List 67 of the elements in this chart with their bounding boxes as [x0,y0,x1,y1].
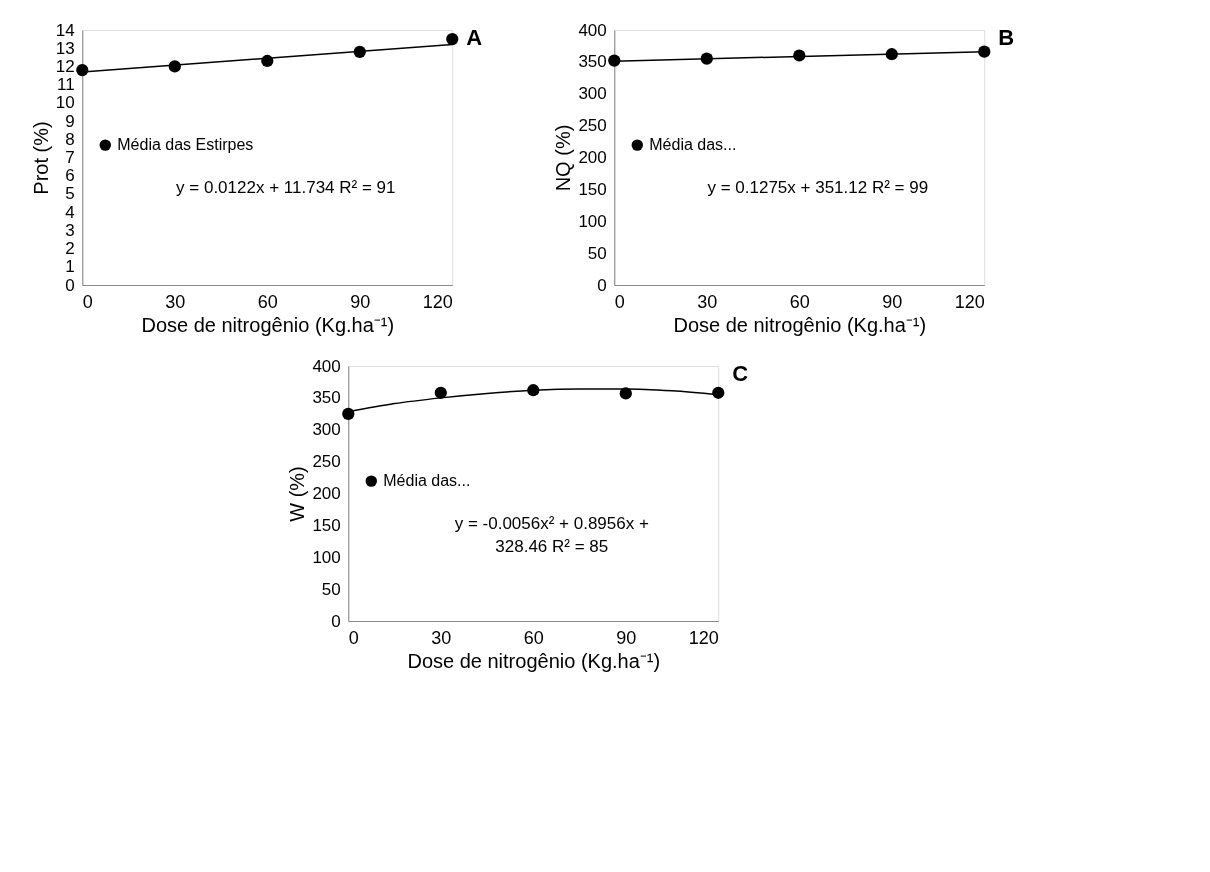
y-tick-label: 6 [65,166,75,186]
x-tick-label: 90 [616,627,637,648]
y-tick-label: 200 [578,148,607,167]
y-tick-label: 10 [55,93,75,113]
y-tick-label: 250 [312,452,341,472]
text: C [732,361,749,386]
y-tick-label: 200 [312,484,341,503]
y-tick-label: 50 [587,243,607,263]
y-tick-label: 0 [65,275,75,295]
x-tick-label: 30 [697,291,718,312]
y-tick-label: 400 [578,20,607,40]
y-tick-label: 100 [578,211,607,231]
x-tick-label: 60 [257,291,278,312]
x-tick-label: 0 [614,291,625,312]
y-tick-label: 7 [65,148,75,167]
y-tick-label: 150 [578,179,607,199]
y-tick-label: 5 [65,184,75,204]
annotation: y = -0.0056x² + 0.8956x + 328.46 R² = 85 [454,514,649,557]
y-tick-label: 3 [65,220,75,240]
x-axis-title: Dose de nitrogênio (Kg.ha⁻¹) [673,313,927,336]
y-tick-label: 1 [65,257,75,277]
y-tick-label: 400 [312,356,341,376]
text: A [466,25,483,50]
point [76,63,89,77]
y-tick-label: 300 [578,84,607,104]
point [342,407,355,420]
y-tick-label: 2 [65,239,75,259]
text: B [998,25,1015,50]
x-tick-label: 60 [789,291,810,312]
y-tick-label: 50 [321,579,341,599]
y-tick-label: 100 [312,547,341,567]
x-tick-label: 120 [422,291,453,312]
x-tick-label: 30 [165,291,186,312]
point [712,386,725,399]
annotation: y = 0.1275x + 351.12 R² = 99 [707,178,929,198]
y-tick-label: 8 [65,129,75,149]
annotation: y = 0.0122x + 11.734 R² = 91 [176,178,396,198]
x-axis-title: Dose de nitrogênio (Kg.ha⁻¹) [141,313,395,336]
y-tick-label: 350 [578,52,607,72]
y-tick-label: 350 [312,388,341,408]
y-tick-label: 300 [312,420,341,440]
y-tick-label: 12 [55,56,75,76]
y-tick-label: 11 [57,75,75,95]
x-tick-label: 30 [431,627,452,648]
y-axis-title: Prot (%) [29,121,52,195]
legend-label: Média das... [649,136,737,154]
y-axis-title: W (%) [286,466,309,522]
x-tick-label: 90 [350,291,371,312]
point [446,33,459,46]
y-axis-title: NQ (%) [552,124,575,192]
x-tick-label: 120 [954,291,985,312]
y-tick-label: 13 [55,38,75,58]
y-tick-label: 250 [578,116,607,136]
y-tick-label: 0 [597,275,607,295]
y-tick-label: 14 [55,20,75,40]
legend-label: Média das... [383,472,471,490]
y-tick-label: 0 [331,611,341,631]
y-tick-label: 150 [312,515,341,535]
legend-label: Média das Estirpes [117,136,254,154]
y-tick-label: 9 [65,111,75,131]
x-tick-label: 120 [688,627,719,648]
x-tick-label: 90 [882,291,903,312]
x-axis-title: Dose de nitrogênio (Kg.ha⁻¹) [407,649,661,672]
x-tick-label: 0 [82,291,93,312]
x-tick-label: 0 [348,627,359,648]
x-tick-label: 60 [523,627,544,648]
y-tick-label: 4 [65,202,75,222]
